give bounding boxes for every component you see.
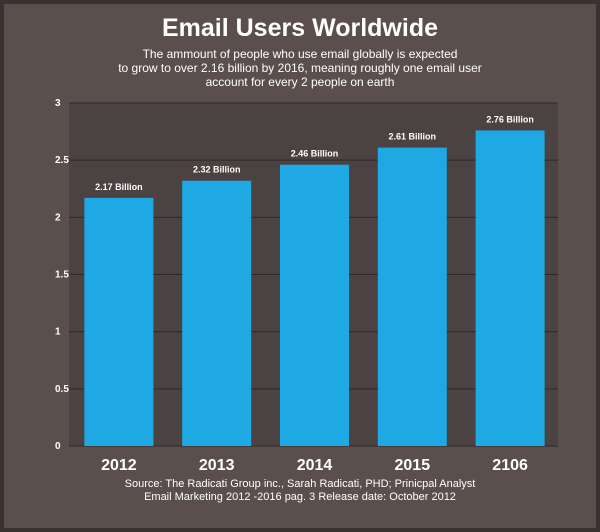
y-tick-label: 3 bbox=[55, 98, 61, 109]
y-tick-label: 1 bbox=[55, 327, 61, 338]
y-tick-label: 0 bbox=[55, 441, 61, 452]
data-label: 2.61 Billion bbox=[389, 132, 437, 142]
data-label: 2.32 Billion bbox=[193, 165, 241, 175]
x-tick-label: 2013 bbox=[199, 457, 235, 474]
bar bbox=[84, 197, 154, 446]
source-note: Source: The Radicati Group inc., Sarah R… bbox=[124, 478, 476, 503]
data-label: 2.46 Billion bbox=[291, 149, 339, 159]
bar bbox=[182, 180, 252, 446]
y-tick-label: 2.5 bbox=[55, 155, 69, 166]
y-tick-label: 0.5 bbox=[55, 384, 69, 395]
x-tick-label: 2012 bbox=[101, 457, 137, 474]
bar bbox=[377, 147, 447, 446]
chart-title: Email Users Worldwide bbox=[161, 14, 438, 42]
y-tick-label: 1.5 bbox=[55, 270, 69, 281]
bar bbox=[475, 130, 545, 446]
data-label: 2.76 Billion bbox=[486, 114, 534, 124]
x-tick-label: 2015 bbox=[395, 457, 431, 474]
bar bbox=[280, 164, 349, 447]
y-tick-label: 2 bbox=[55, 212, 61, 223]
chart-subtitle: The ammount of people who use email glob… bbox=[118, 47, 482, 89]
data-label: 2.17 Billion bbox=[95, 182, 143, 192]
x-tick-label: 2014 bbox=[297, 457, 333, 474]
x-tick-label: 2106 bbox=[492, 457, 528, 474]
